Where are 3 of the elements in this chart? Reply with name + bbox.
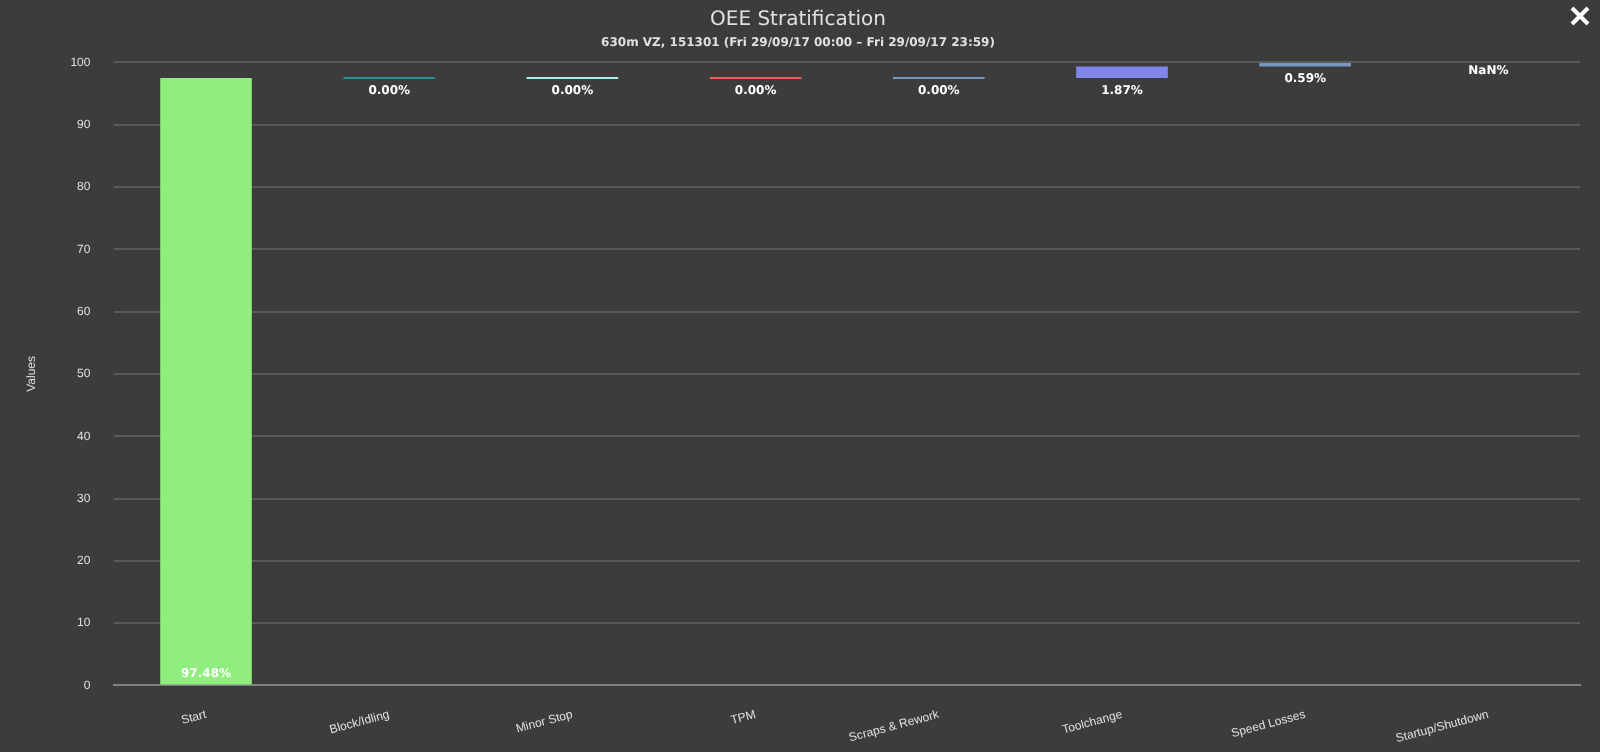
bar [1076, 66, 1168, 79]
bar [160, 78, 252, 685]
chart-title: OEE Stratification [710, 9, 886, 32]
